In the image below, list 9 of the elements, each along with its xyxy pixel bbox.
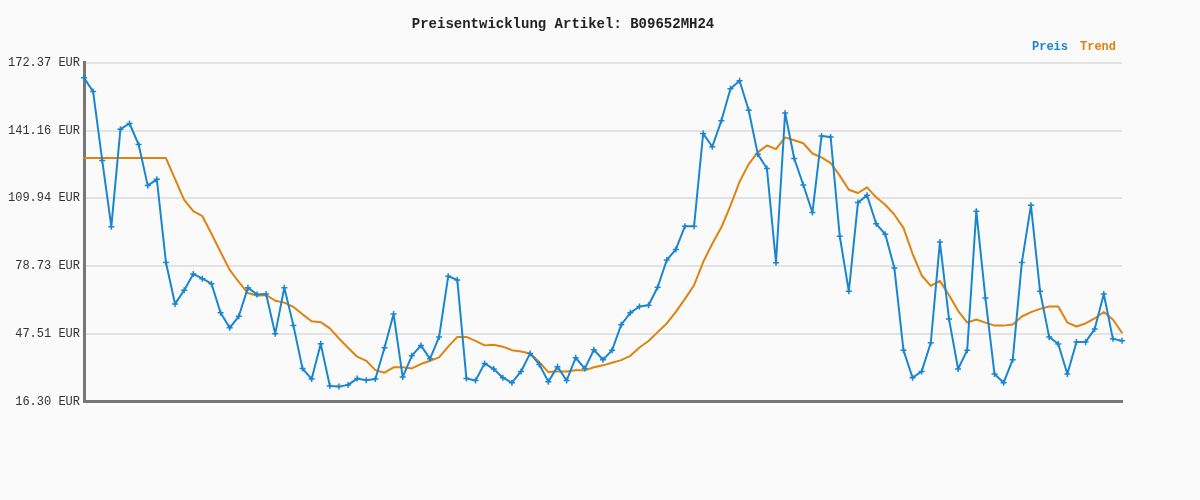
text: Trend [1079, 39, 1117, 54]
y-tick-label: 47.51 EUR [15, 327, 81, 342]
y-tick-label: 109.94 EUR [8, 191, 81, 206]
y-tick-label: 172.37 EUR [8, 55, 81, 70]
y-tick-label: 78.73 EUR [15, 259, 81, 274]
y-tick-label: 141.16 EUR [8, 123, 81, 138]
y-tick-label: 16.30 EUR [15, 394, 81, 409]
text: Preis [1031, 39, 1068, 54]
chart-title: Preisentwicklung Artikel: B09652MH24 [411, 15, 715, 32]
